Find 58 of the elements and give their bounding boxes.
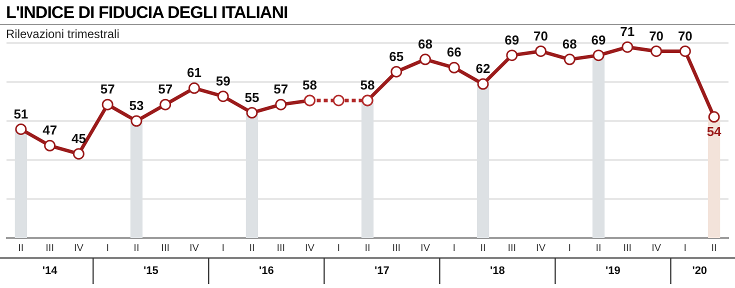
data-label: 65 — [389, 48, 404, 64]
x-tick-label: I — [452, 242, 456, 254]
text: '14 — [42, 265, 58, 278]
x-tick-label: II — [711, 242, 717, 254]
x-tick-label: III — [46, 242, 54, 254]
data-label: 68 — [562, 36, 577, 52]
text: '16 — [258, 265, 274, 278]
x-tick-label: II — [134, 242, 140, 254]
data-label: 57 — [100, 82, 115, 97]
data-label: 55 — [244, 90, 260, 105]
x-tick-label: IV — [74, 242, 84, 254]
x-tick-label: III — [161, 242, 170, 254]
data-label: 70 — [649, 28, 664, 44]
x-tick-label: I — [106, 242, 109, 254]
x-tick-label: I — [568, 242, 572, 254]
x-tick-label: III — [508, 242, 516, 254]
x-tick-label: II — [18, 242, 24, 254]
x-tick-label: IV — [420, 242, 430, 254]
data-label: 71 — [620, 24, 635, 40]
chart-title: L'INDICE DI FIDUCIA DEGLI ITALIANI — [0, 0, 735, 25]
data-label: 59 — [216, 73, 230, 88]
data-label: 69 — [504, 32, 520, 48]
data-label: 57 — [274, 82, 288, 97]
data-label: 62 — [476, 61, 490, 76]
x-tick-label: III — [623, 242, 632, 254]
data-label: 66 — [446, 44, 462, 60]
chart-subtitle: Rilevazioni trimestrali — [6, 27, 120, 41]
x-tick-label: IV — [305, 242, 315, 254]
x-tick-label: III — [392, 242, 401, 254]
data-label: 58 — [360, 78, 375, 93]
data-label: 47 — [42, 122, 58, 138]
x-tick-label: II — [249, 242, 255, 254]
x-tick-label: II — [364, 242, 370, 254]
data-label: 51 — [14, 106, 28, 122]
data-label: 70 — [534, 28, 548, 44]
data-label: 70 — [678, 28, 692, 44]
x-tick-label: I — [684, 242, 687, 254]
x-tick-label: I — [337, 242, 340, 254]
data-label: 57 — [158, 82, 173, 97]
data-label: 69 — [591, 32, 606, 48]
data-label: 68 — [418, 36, 432, 52]
text: '20 — [692, 265, 708, 278]
data-label: 61 — [186, 65, 202, 80]
x-tick-label: IV — [652, 242, 662, 254]
text: '18 — [490, 265, 505, 278]
data-label: 53 — [129, 98, 144, 114]
x-tick-label: II — [596, 242, 602, 254]
text: '19 — [606, 265, 620, 278]
data-label: 45 — [71, 130, 86, 146]
data-label: 58 — [302, 78, 317, 93]
x-tick-label: I — [222, 242, 224, 254]
x-tick-label: II — [480, 242, 486, 254]
x-tick-label: IV — [536, 242, 546, 254]
x-tick-label: IV — [189, 242, 200, 254]
text: '15 — [143, 265, 158, 278]
data-label: 54 — [706, 124, 722, 139]
x-tick-label: III — [276, 242, 286, 254]
text: '17 — [374, 265, 390, 278]
